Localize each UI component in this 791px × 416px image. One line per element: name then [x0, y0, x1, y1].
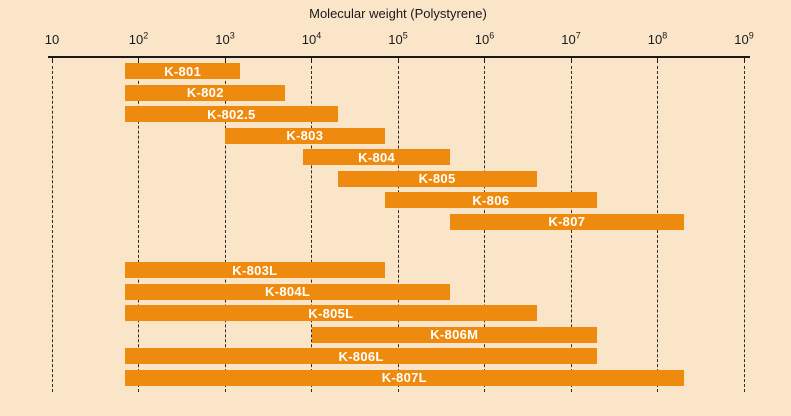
x-axis-line [48, 56, 750, 58]
range-bar-k-805: K-805 [337, 170, 537, 187]
x-axis-tick-label-1e9: 109 [734, 30, 754, 47]
range-bar-k-806m: K-806M [311, 326, 598, 343]
bar-label: K-803 [286, 128, 324, 143]
bar-label: K-807L [381, 370, 427, 385]
bar-label: K-804L [265, 284, 311, 299]
x-axis-title: Molecular weight (Polystyrene) [309, 6, 487, 21]
bar-label: K-806M [430, 327, 479, 342]
x-axis-tick-mark [224, 58, 226, 63]
bar-label: K-802 [186, 85, 224, 100]
range-bar-k-804: K-804 [303, 149, 451, 165]
x-axis-tick-mark [484, 58, 485, 63]
x-axis-tick-mark [311, 58, 312, 63]
grid-line [224, 66, 226, 392]
x-axis-tick-mark [397, 58, 399, 63]
grid-line [311, 66, 312, 392]
bar-label: K-806L [338, 348, 384, 364]
range-bar-k-805l: K-805L [125, 305, 537, 321]
range-bar-k-807: K-807 [450, 213, 684, 230]
range-bar-k-806l: K-806L [125, 348, 598, 364]
x-axis-tick-label-1e3: 103 [215, 30, 235, 47]
bar-label: K-807 [548, 214, 586, 229]
x-axis-tick-label-1e5: 105 [388, 30, 408, 47]
bar-label: K-805 [418, 171, 456, 186]
x-axis-tick-mark [51, 58, 53, 63]
range-bar-k-806: K-806 [384, 192, 598, 208]
range-bar-k-803l: K-803L [125, 262, 385, 278]
x-axis-tick-label-1e8: 108 [647, 30, 668, 47]
bar-label: K-805L [308, 305, 354, 321]
x-axis-tick-mark [657, 58, 658, 63]
range-bar-k-804l: K-804L [125, 283, 451, 300]
x-axis-tick-label-1e1: 10 [44, 32, 60, 47]
x-axis-tick-label-1e2: 102 [128, 30, 149, 47]
range-bar-k-807l: K-807L [125, 369, 684, 386]
grid-line [743, 66, 745, 392]
x-axis-tick-mark [570, 58, 572, 63]
bar-label: K-803L [232, 262, 278, 278]
x-axis-tick-label-1e6: 106 [474, 30, 495, 47]
range-bar-k-802-5: K-802.5 [125, 106, 338, 122]
x-axis-tick-label-1e4: 104 [301, 30, 322, 47]
bar-label: K-804 [358, 149, 396, 165]
x-axis-tick-label-1e7: 107 [561, 30, 581, 47]
bar-label: K-801 [164, 63, 202, 79]
range-bar-k-802: K-802 [125, 84, 286, 101]
x-axis-tick-mark [743, 58, 745, 63]
range-bar-k-801: K-801 [125, 63, 241, 79]
range-bar-k-803: K-803 [225, 127, 385, 144]
grid-line [397, 66, 399, 392]
bar-label: K-802.5 [207, 106, 256, 122]
grid-line [51, 66, 53, 392]
grid-line [138, 66, 139, 392]
x-axis-tick-mark [138, 58, 139, 63]
bar-label: K-806 [472, 192, 510, 208]
